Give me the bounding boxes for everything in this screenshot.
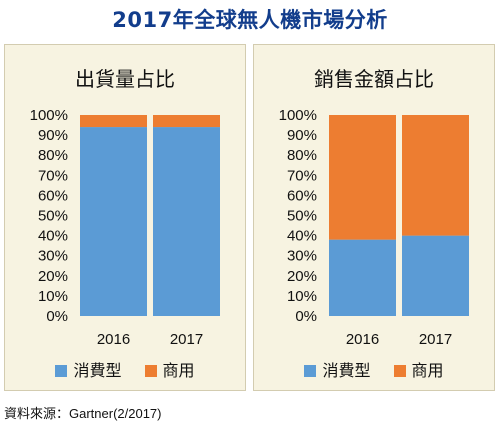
chart-title: 銷售金額占比 <box>314 67 434 91</box>
legend-label: 商用 <box>162 361 195 380</box>
chart-title: 出貨量占比 <box>75 67 175 91</box>
legend-item-consumer: 消費型 <box>55 357 121 381</box>
y-tick-label: 60% <box>287 187 317 204</box>
bar-segment-consumer <box>153 127 220 316</box>
x-tick-label: 2016 <box>346 331 379 348</box>
legend-item-commercial: 商用 <box>393 357 444 381</box>
y-tick-label: 100% <box>30 107 68 124</box>
y-tick-label: 30% <box>287 248 317 265</box>
chart-legend: 消費型 商用 <box>5 357 245 381</box>
chart-legend: 消費型 商用 <box>254 357 494 381</box>
y-tick-label: 20% <box>38 268 68 285</box>
source-note: 資料來源：Gartner(2/2017) <box>4 406 162 421</box>
x-tick-label: 2017 <box>419 331 452 348</box>
shipment-share-chart: 0% 10% 20% 30% 40% 50% 60% 70% 80% 90% 100% 2016 201… <box>30 107 220 348</box>
y-tick-label: 0% <box>295 308 317 325</box>
legend-label: 消費型 <box>73 361 122 380</box>
bar-segment-consumer <box>402 235 469 316</box>
y-tick-label: 90% <box>287 127 317 144</box>
y-tick-label: 20% <box>287 268 317 285</box>
y-tick-label: 80% <box>38 147 68 164</box>
legend-label: 商用 <box>411 361 444 380</box>
bar-segment-consumer <box>329 239 396 316</box>
y-tick-label: 50% <box>287 208 317 225</box>
bar-segment-commercial <box>153 115 220 128</box>
y-tick-label: 40% <box>38 228 68 245</box>
bar-segment-commercial <box>329 115 396 240</box>
bar-segment-commercial <box>80 115 147 128</box>
legend-swatch-commercial <box>144 365 157 377</box>
legend-item-consumer: 消費型 <box>304 357 370 381</box>
bar-segment-commercial <box>402 115 469 236</box>
legend-swatch-consumer <box>55 365 68 377</box>
x-tick-label: 2016 <box>97 331 130 348</box>
legend-swatch-consumer <box>304 365 317 377</box>
y-tick-label: 0% <box>46 308 68 325</box>
y-tick-label: 90% <box>38 127 68 144</box>
y-tick-label: 70% <box>287 167 317 184</box>
shipment-share-panel: 出貨量占比 0% 10% 20% 30% 40% 50% 60% 70% 80% 90% 100% 2… <box>4 44 246 391</box>
x-tick-label: 2017 <box>170 331 203 348</box>
y-tick-label: 60% <box>38 187 68 204</box>
y-tick-label: 100% <box>279 107 317 124</box>
y-tick-label: 40% <box>287 228 317 245</box>
revenue-share-chart: 0% 10% 20% 30% 40% 50% 60% 70% 80% 90% 100% 2016 201… <box>279 107 469 348</box>
bar-segment-consumer <box>80 127 147 316</box>
y-tick-label: 10% <box>287 288 317 305</box>
y-tick-label: 80% <box>287 147 317 164</box>
legend-item-commercial: 商用 <box>144 357 195 381</box>
y-tick-label: 70% <box>38 167 68 184</box>
revenue-share-panel: 銷售金額占比 0% 10% 20% 30% 40% 50% 60% 70% 80% 90% 100%… <box>253 44 495 391</box>
y-tick-label: 10% <box>38 288 68 305</box>
y-tick-label: 30% <box>38 248 68 265</box>
page-title: 2017年全球無人機市場分析 <box>112 8 388 32</box>
legend-swatch-commercial <box>393 365 406 377</box>
y-tick-label: 50% <box>38 208 68 225</box>
legend-label: 消費型 <box>322 361 371 380</box>
